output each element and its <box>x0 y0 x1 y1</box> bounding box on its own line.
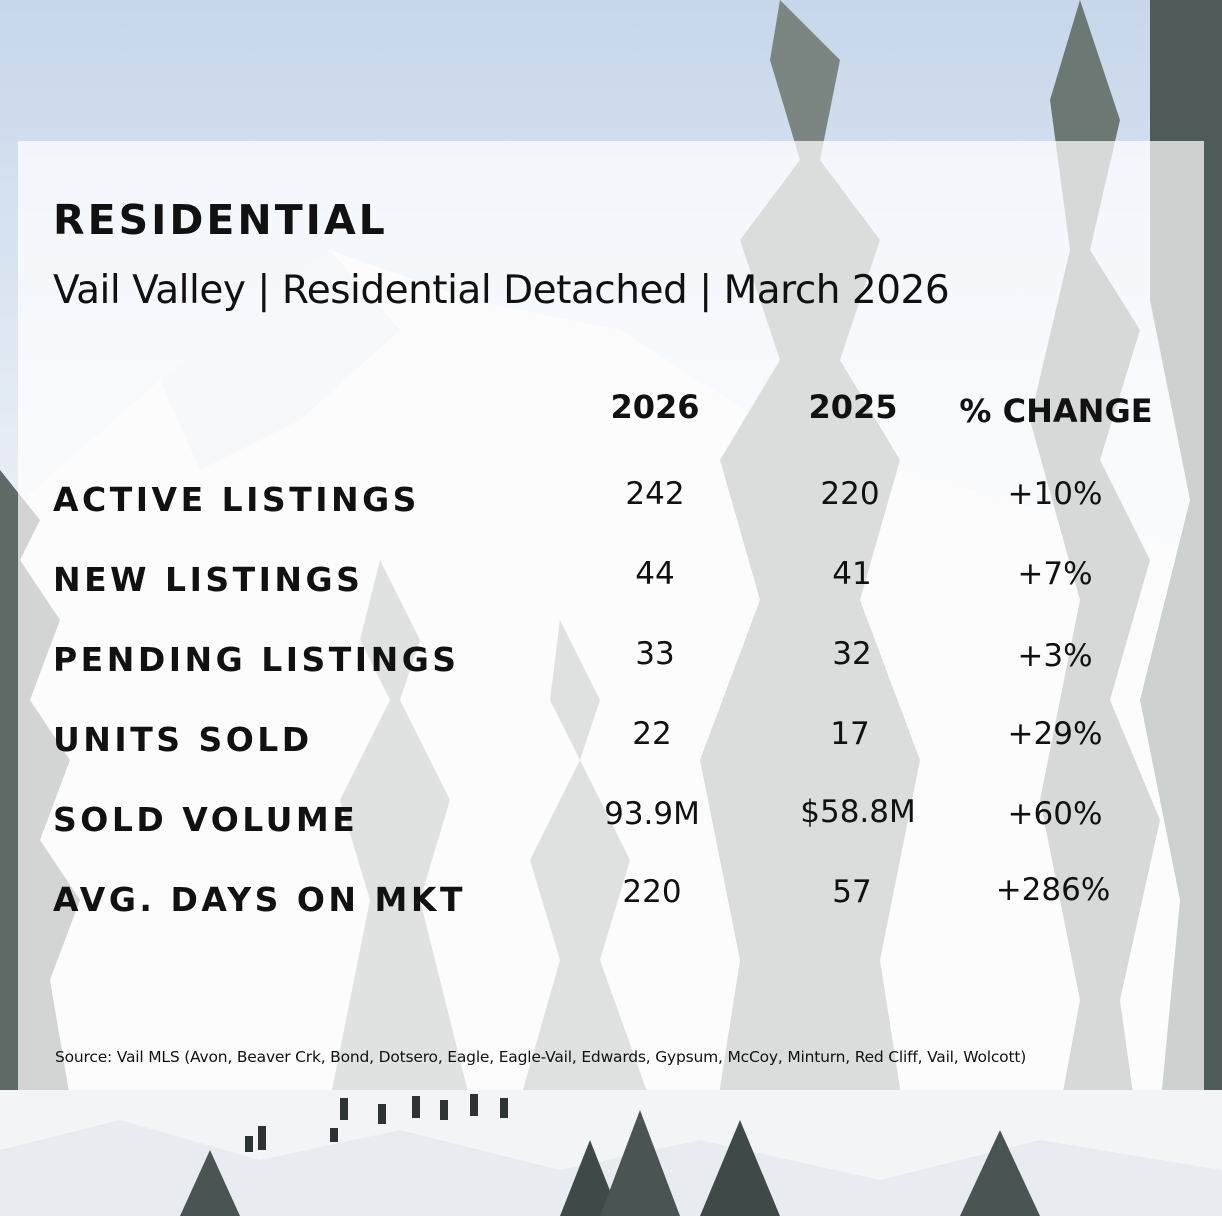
cell-avg-days-on-mkt-2026: 220 <box>622 874 682 910</box>
report-title: RESIDENTIAL <box>53 196 388 244</box>
cell-pending-listings-2026: 33 <box>635 636 675 672</box>
column-header-percent-change: % CHANGE <box>959 392 1153 430</box>
cell-units-sold-change: +29% <box>1007 716 1103 752</box>
cell-units-sold-2026: 22 <box>632 716 672 752</box>
cell-active-listings-change: +10% <box>1007 476 1103 512</box>
cell-pending-listings-2025: 32 <box>832 636 872 672</box>
cell-active-listings-2026: 242 <box>625 476 685 512</box>
cell-sold-volume-change: +60% <box>1007 796 1103 832</box>
cell-new-listings-2026: 44 <box>635 556 675 592</box>
row-label-pending-listings: PENDING LISTINGS <box>53 640 460 679</box>
column-header-2025: 2025 <box>808 388 898 426</box>
cell-pending-listings-change: +3% <box>1017 638 1093 674</box>
row-label-active-listings: ACTIVE LISTINGS <box>53 480 420 519</box>
cell-units-sold-2025: 17 <box>830 716 870 752</box>
row-label-sold-volume: SOLD VOLUME <box>53 800 359 839</box>
column-header-2026: 2026 <box>610 388 700 426</box>
row-label-units-sold: UNITS SOLD <box>53 720 313 759</box>
report-subtitle: Vail Valley | Residential Detached | Mar… <box>53 268 950 313</box>
stats-panel <box>18 141 1204 1090</box>
cell-sold-volume-2026: 93.9M <box>604 796 700 832</box>
cell-new-listings-change: +7% <box>1017 556 1093 592</box>
source-note: Source: Vail MLS (Avon, Beaver Crk, Bond… <box>55 1048 1027 1066</box>
row-label-avg-days-on-mkt: AVG. DAYS ON MKT <box>53 880 466 919</box>
cell-avg-days-on-mkt-2025: 57 <box>832 874 872 910</box>
cell-sold-volume-2025: $58.8M <box>800 794 916 830</box>
row-label-new-listings: NEW LISTINGS <box>53 560 364 599</box>
cell-active-listings-2025: 220 <box>820 476 880 512</box>
cell-new-listings-2025: 41 <box>832 556 872 592</box>
cell-avg-days-on-mkt-change: +286% <box>995 872 1111 908</box>
